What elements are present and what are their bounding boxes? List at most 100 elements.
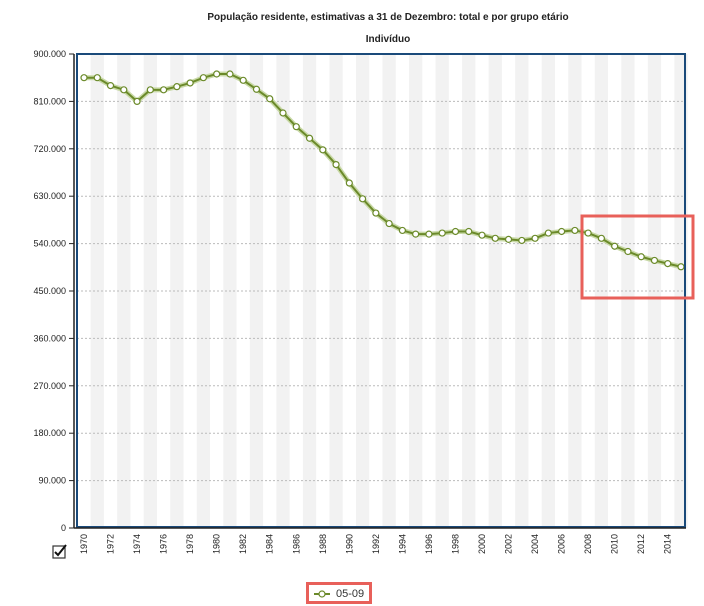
data-point: [491, 234, 499, 242]
data-point: [385, 219, 393, 228]
data-point: [120, 86, 128, 94]
background-band: [196, 54, 211, 528]
x-tick-label: 1980: [212, 534, 222, 554]
y-tick-label: 720.000: [33, 144, 66, 154]
highlight-box: [580, 214, 695, 300]
checkbox-icon[interactable]: [52, 543, 68, 559]
y-tick-label: 450.000: [33, 286, 66, 296]
gridlines: [77, 100, 685, 482]
chart-title: População residente, estimativas a 31 de…: [207, 12, 568, 23]
data-point: [213, 70, 221, 78]
background-band: [488, 54, 502, 528]
data-point: [637, 253, 645, 261]
data-point: [305, 134, 314, 142]
background-band: [117, 54, 131, 528]
x-tick-label: 1978: [185, 534, 195, 554]
y-tick-label: 360.000: [33, 333, 66, 343]
data-point: [80, 74, 88, 82]
data-point: [557, 227, 566, 236]
x-tick-label: 2012: [636, 534, 646, 554]
background-band: [409, 54, 423, 528]
y-tick-label: 0: [61, 523, 66, 533]
data-point: [239, 76, 247, 84]
y-tick-label: 810.000: [33, 96, 66, 106]
data-point: [252, 85, 261, 93]
background-band: [170, 54, 184, 528]
legend-line-icon: [314, 590, 330, 598]
data-point: [372, 209, 380, 217]
x-tick-label: 2002: [504, 534, 514, 554]
plot-frame: [76, 53, 686, 528]
x-tick-label: 1998: [450, 534, 460, 554]
data-point: [584, 229, 592, 237]
background-band: [329, 54, 343, 528]
x-tick-label: 1988: [318, 534, 328, 554]
data-point: [650, 256, 659, 265]
data-point: [332, 161, 340, 169]
x-tick-label: 1984: [265, 534, 275, 554]
x-tick-label: 2004: [530, 534, 540, 554]
y-tick-label: 900.000: [33, 49, 66, 59]
data-point: [226, 70, 234, 78]
y-tick-label: 630.000: [33, 191, 66, 201]
data-point: [93, 74, 101, 82]
x-tick-label: 1986: [291, 534, 301, 554]
y-axis-ticks: 0 90.000 180.000 270.000 360.000 450.000 540.0…: [33, 49, 74, 533]
data-point: [624, 247, 632, 256]
data-point: [359, 195, 367, 203]
x-tick-label: 1992: [371, 534, 381, 554]
data-point: [186, 79, 194, 87]
x-axis-ticks: 1970 1972 1974 1976 1978 1980 1982 1984 1986 1988…: [79, 534, 673, 554]
data-point: [412, 230, 420, 238]
y-tick-label: 270.000: [33, 381, 66, 391]
legend-item[interactable]: 05-09: [314, 588, 364, 600]
x-tick-label: 1982: [238, 534, 248, 554]
data-point: [345, 179, 353, 187]
data-point: [279, 109, 287, 117]
y-tick-label: 540.000: [33, 239, 66, 249]
x-tick-label: 2000: [477, 534, 487, 554]
y-tick-label: 90.000: [38, 476, 66, 486]
legend-highlight: [306, 582, 372, 604]
data-point: [438, 229, 446, 237]
x-tick-label: 2006: [557, 534, 567, 554]
data-point: [319, 146, 327, 154]
data-point: [611, 242, 619, 250]
x-tick-label: 1994: [397, 534, 407, 554]
data-point: [544, 229, 552, 237]
background-band: [462, 54, 476, 528]
x-tick-label: 1970: [79, 534, 89, 554]
x-tick-label: 1996: [424, 534, 434, 554]
x-tick-label: 1990: [344, 534, 354, 554]
data-point: [571, 226, 579, 235]
data-point: [199, 74, 207, 82]
data-point: [133, 97, 141, 106]
data-point: [451, 227, 460, 236]
x-tick-label: 2008: [583, 534, 593, 554]
data-point: [173, 83, 181, 91]
y-tick-label: 180.000: [33, 428, 66, 438]
x-tick-label: 2014: [663, 534, 673, 554]
data-point: [425, 230, 433, 238]
data-point: [677, 263, 685, 271]
data-point: [664, 260, 672, 268]
data-point: [531, 234, 539, 242]
data-point: [398, 226, 406, 235]
data-point: [478, 231, 486, 239]
x-tick-label: 1972: [106, 534, 116, 554]
data-point: [518, 236, 526, 245]
x-tick-label: 2010: [610, 534, 620, 554]
background-band: [621, 54, 635, 528]
x-tick-label: 1974: [132, 534, 142, 554]
data-point: [266, 95, 274, 103]
background-band: [541, 54, 555, 528]
data-point: [106, 81, 115, 90]
data-point: [465, 227, 473, 236]
data-point: [292, 123, 300, 131]
data-point: [160, 86, 168, 94]
data-point: [146, 86, 154, 94]
chart-subtitle: Indivíduo: [366, 34, 410, 45]
legend-label: 05-09: [336, 588, 365, 600]
data-point: [597, 234, 606, 242]
